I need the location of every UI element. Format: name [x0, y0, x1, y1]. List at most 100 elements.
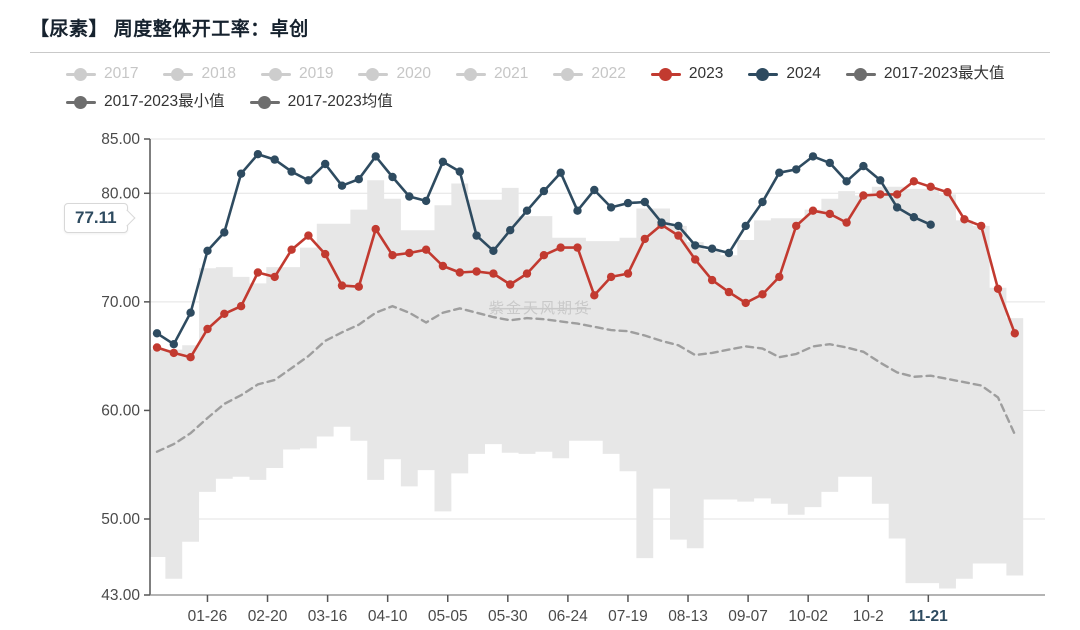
series-point-2023	[808, 206, 818, 215]
series-point-2024	[724, 248, 734, 258]
series-point-2023	[522, 269, 532, 278]
series-point-2023	[388, 251, 397, 260]
series-point-2023	[859, 191, 868, 200]
series-point-2023	[573, 243, 582, 252]
y-tick-label: 80.00	[101, 185, 140, 202]
legend-item-2018[interactable]: 2018	[163, 65, 236, 83]
x-tick-label-01-26: 01-26	[188, 608, 228, 625]
legend-item-2019[interactable]: 2019	[260, 66, 333, 82]
legend-label: 2018	[201, 65, 236, 83]
series-point-2023	[455, 268, 464, 277]
series-point-2024	[405, 192, 414, 201]
series-point-2024	[892, 203, 902, 212]
legend-row-2: 2017-2023最小值 2017-2023均值	[66, 88, 1066, 116]
series-point-2024	[590, 185, 599, 195]
x-tick-label-10-02: 10-02	[788, 608, 828, 625]
series-point-2024	[707, 244, 717, 253]
series-point-2023	[337, 281, 347, 290]
series-point-2023	[287, 245, 296, 254]
legend-dot-icon	[658, 67, 672, 81]
series-point-2024	[573, 206, 582, 215]
legend-marker-icon	[163, 67, 194, 81]
series-point-2023	[304, 231, 313, 240]
series-point-2024	[287, 167, 296, 176]
series-point-2023	[926, 182, 935, 191]
series-point-2024	[657, 218, 666, 227]
series-point-2023	[405, 248, 414, 258]
series-point-2024	[522, 206, 532, 215]
series-point-2024	[236, 169, 246, 178]
series-point-2024	[270, 155, 279, 164]
legend-item-2022[interactable]: 2022	[553, 66, 626, 82]
legend-label: 2024	[786, 65, 821, 83]
series-point-2023	[674, 231, 683, 240]
series-point-2023	[186, 353, 195, 362]
series-point-2023	[253, 268, 263, 277]
series-point-2024	[388, 172, 397, 182]
page-title: 【尿素】 周度整体开工率：卓创	[30, 19, 309, 40]
legend-item-2020[interactable]: 2020	[358, 65, 431, 83]
series-point-2023	[825, 209, 834, 219]
series-point-2023	[892, 190, 902, 199]
series-point-2023	[993, 284, 1003, 293]
legend-item-2017-2023均值[interactable]: 2017-2023均值	[249, 93, 393, 111]
series-point-2023	[489, 269, 498, 278]
x-tick-label-11-21: 11-21	[909, 608, 948, 625]
legend-item-2024[interactable]: 2024	[748, 65, 821, 83]
legend-label: 2020	[396, 65, 431, 83]
legend-marker-icon	[748, 67, 779, 81]
series-point-2023	[236, 302, 246, 311]
legend-dot-icon	[171, 67, 185, 81]
series-point-2024	[691, 241, 700, 250]
series-point-2023	[792, 221, 801, 231]
series-point-2024	[876, 176, 885, 185]
x-tick-label-09-07: 09-07	[728, 608, 768, 625]
series-point-2023	[270, 272, 279, 282]
series-point-2023	[977, 221, 986, 231]
series-point-2024	[421, 196, 431, 206]
x-tick-label-08-13: 08-13	[668, 608, 708, 625]
series-point-2023	[556, 243, 565, 252]
series-point-2024	[556, 168, 565, 177]
series-point-2024	[354, 175, 363, 184]
legend-marker-icon	[249, 95, 280, 109]
legend-item-2017-2023最大值[interactable]: 2017-2023最大值	[845, 66, 1005, 82]
series-point-2023	[220, 309, 229, 318]
series-point-2024	[337, 181, 347, 190]
series-point-2024	[253, 150, 263, 159]
series-point-2023	[590, 291, 599, 300]
series-point-2023	[623, 269, 633, 278]
series-point-2024	[859, 161, 868, 171]
x-tick-label-05-30: 05-30	[488, 608, 528, 625]
series-point-2024	[203, 246, 212, 255]
legend-marker-icon	[66, 67, 96, 81]
series-point-2024	[371, 152, 380, 161]
series-point-2024	[152, 329, 162, 338]
x-tick-label-10-2: 10-2	[853, 608, 884, 625]
series-point-2023	[741, 298, 750, 308]
legend-label: 2017-2023均值	[287, 93, 393, 111]
x-tick-label-07-19: 07-19	[608, 608, 648, 625]
legend-dot-icon	[268, 67, 282, 81]
series-line-2023	[156, 180, 1017, 359]
legend-item-2021[interactable]: 2021	[455, 65, 529, 83]
legend-label: 2021	[493, 65, 529, 83]
legend-dot-icon	[561, 67, 575, 81]
series-point-2023	[775, 272, 784, 282]
minmax-band-area	[150, 180, 1024, 589]
legend-item-2017[interactable]: 2017	[66, 66, 138, 82]
x-tick-label-04-10: 04-10	[368, 608, 408, 625]
series-point-2023	[691, 255, 700, 264]
series-point-2023	[152, 343, 162, 352]
legend-item-2017-2023最小值[interactable]: 2017-2023最小值	[66, 94, 225, 110]
series-point-2023	[842, 218, 851, 227]
legend-dot-icon	[463, 67, 477, 81]
y-tick-label: 43.00	[101, 587, 140, 604]
series-point-2023	[943, 188, 952, 197]
series-point-2023	[1010, 329, 1019, 338]
series-point-2024	[842, 177, 851, 186]
series-point-2024	[758, 197, 767, 207]
legend-label: 2017-2023最小值	[104, 93, 225, 111]
legend-item-2023[interactable]: 2023	[650, 66, 723, 82]
